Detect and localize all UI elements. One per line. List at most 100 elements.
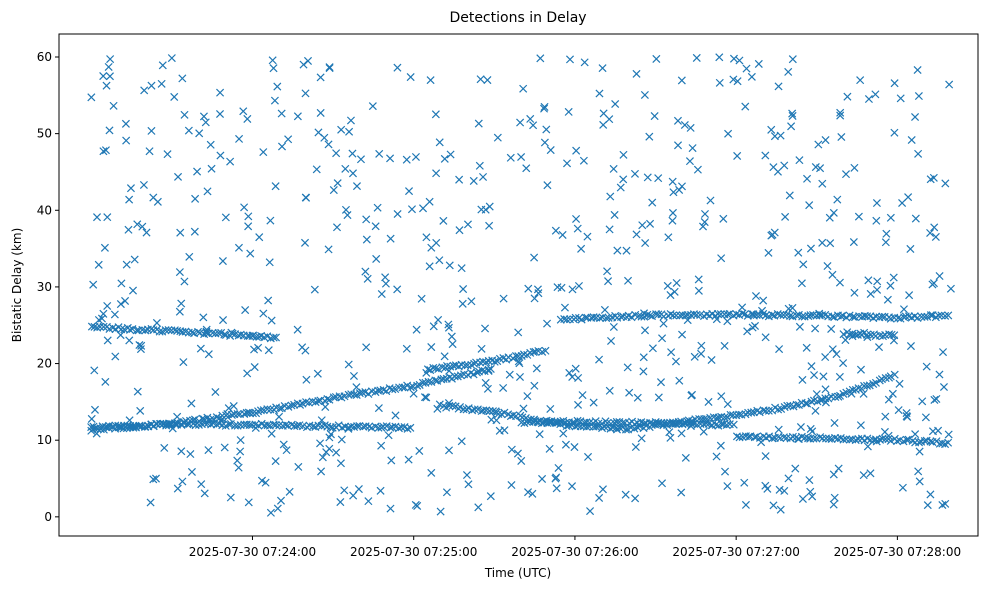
data-point <box>784 474 793 483</box>
data-point <box>928 427 937 436</box>
data-point <box>675 376 684 385</box>
data-point <box>376 486 385 495</box>
data-point <box>349 371 358 381</box>
data-point <box>632 69 641 78</box>
data-point <box>884 395 893 404</box>
data-point <box>535 430 544 439</box>
data-point <box>914 149 923 158</box>
data-point <box>273 504 282 513</box>
data-point <box>673 141 683 150</box>
data-point <box>516 118 525 127</box>
data-point <box>781 212 790 221</box>
data-point <box>907 135 916 145</box>
data-point <box>324 245 333 254</box>
data-point <box>806 434 815 443</box>
data-point <box>420 393 429 402</box>
data-point <box>177 299 186 308</box>
data-point <box>873 285 882 294</box>
data-point <box>821 394 830 403</box>
data-point <box>652 54 661 63</box>
data-point <box>926 437 935 446</box>
data-point <box>93 323 102 332</box>
data-point <box>495 426 504 435</box>
data-point <box>828 345 837 354</box>
data-point <box>795 156 804 165</box>
data-point <box>716 441 725 450</box>
data-point <box>794 434 803 443</box>
data-point <box>543 181 552 190</box>
data-point <box>105 126 114 135</box>
data-point <box>267 316 276 325</box>
data-point <box>798 312 807 321</box>
data-point <box>264 346 273 355</box>
data-point <box>507 445 516 454</box>
x-tick-label: 2025-07-30 07:28:00 <box>834 545 961 559</box>
data-point <box>886 213 895 222</box>
data-point <box>439 374 448 383</box>
data-point <box>794 248 803 257</box>
data-point <box>101 377 110 386</box>
data-point <box>654 174 663 183</box>
data-point <box>864 94 873 104</box>
data-point <box>850 288 859 297</box>
data-point <box>866 289 875 298</box>
data-point <box>831 392 840 401</box>
data-point <box>461 361 470 370</box>
data-point <box>571 313 580 322</box>
data-point <box>99 72 108 81</box>
data-point <box>362 215 371 224</box>
data-point <box>849 238 858 247</box>
data-point <box>923 501 932 510</box>
data-point <box>650 112 659 121</box>
data-point <box>625 388 634 397</box>
data-point <box>371 222 380 231</box>
data-point <box>379 422 388 431</box>
data-point <box>926 175 935 184</box>
data-point <box>606 192 615 201</box>
data-point <box>397 423 406 432</box>
data-point <box>136 406 145 415</box>
data-point <box>717 412 726 421</box>
data-point <box>532 364 541 373</box>
data-point <box>499 383 508 393</box>
data-point <box>128 286 138 295</box>
data-point <box>723 482 732 491</box>
data-point <box>178 477 187 486</box>
data-point <box>807 362 816 371</box>
data-point <box>871 378 880 387</box>
plot-area <box>58 33 979 537</box>
data-point <box>829 500 838 509</box>
data-point <box>774 405 783 414</box>
data-point <box>938 348 948 357</box>
data-point <box>893 437 902 446</box>
data-point <box>224 420 233 429</box>
data-point <box>240 409 249 418</box>
data-point <box>206 140 215 149</box>
data-point <box>478 366 487 375</box>
data-point <box>722 420 731 429</box>
data-point <box>104 62 113 71</box>
data-point <box>277 142 287 151</box>
data-point <box>850 163 859 172</box>
data-point <box>935 272 944 281</box>
data-point <box>336 459 345 468</box>
data-point <box>147 81 156 90</box>
data-point <box>195 129 204 138</box>
data-point <box>411 152 420 161</box>
data-point <box>835 278 844 287</box>
data-point <box>842 435 851 444</box>
data-point <box>486 492 495 501</box>
data-point <box>896 94 905 103</box>
data-point <box>623 276 633 285</box>
data-point <box>517 456 526 465</box>
data-point <box>240 203 249 212</box>
data-point <box>204 446 213 455</box>
data-point <box>784 67 793 76</box>
data-point <box>931 232 940 241</box>
data-point <box>890 370 899 379</box>
data-point <box>633 393 642 402</box>
data-point <box>177 447 186 456</box>
data-point <box>546 146 555 155</box>
data-point <box>558 230 567 239</box>
data-point <box>481 205 490 214</box>
